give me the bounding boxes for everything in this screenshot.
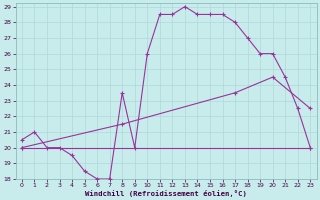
X-axis label: Windchill (Refroidissement éolien,°C): Windchill (Refroidissement éolien,°C) [85,190,247,197]
